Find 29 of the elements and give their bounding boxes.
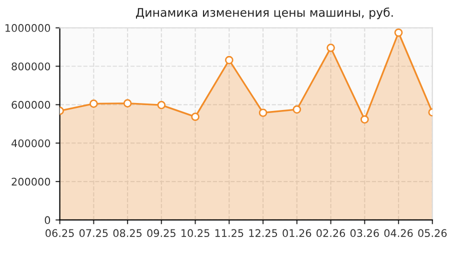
x-tick-label: 06.25 bbox=[46, 229, 74, 238]
x-tick-label: 10.25 bbox=[182, 229, 210, 238]
x-tick-label: 02.26 bbox=[316, 229, 346, 238]
y-tick-label: 1000000 bbox=[6, 24, 50, 32]
point bbox=[394, 28, 403, 37]
point bbox=[224, 56, 234, 64]
point bbox=[292, 105, 302, 114]
point bbox=[123, 99, 132, 108]
x-tick-label: 03.26 bbox=[350, 229, 379, 238]
point bbox=[258, 108, 268, 117]
point bbox=[191, 112, 200, 121]
point bbox=[360, 115, 369, 124]
x-tick-label: 12.25 bbox=[249, 229, 278, 238]
point bbox=[326, 44, 335, 52]
x-tick-label: 09.25 bbox=[147, 229, 176, 238]
x-tick-label: 05.26 bbox=[418, 229, 447, 238]
y-tick-label: 200000 bbox=[12, 178, 50, 186]
x-tick-label: 11.25 bbox=[215, 229, 244, 238]
x-tick-label: 08.25 bbox=[113, 229, 142, 238]
y-tick-label: 800000 bbox=[12, 62, 50, 70]
chart-title: Динамика изменения цены машины, руб. bbox=[136, 8, 393, 20]
x-tick-label: 01.26 bbox=[282, 229, 312, 238]
y-tick-label: 600000 bbox=[12, 100, 50, 109]
x-tick-label: 04.26 bbox=[384, 229, 413, 238]
point bbox=[90, 100, 98, 108]
y-tick-label: 400000 bbox=[12, 139, 50, 148]
y-tick-label: 0 bbox=[44, 216, 50, 224]
point bbox=[157, 100, 166, 110]
x-tick-label: 07.25 bbox=[79, 229, 108, 238]
